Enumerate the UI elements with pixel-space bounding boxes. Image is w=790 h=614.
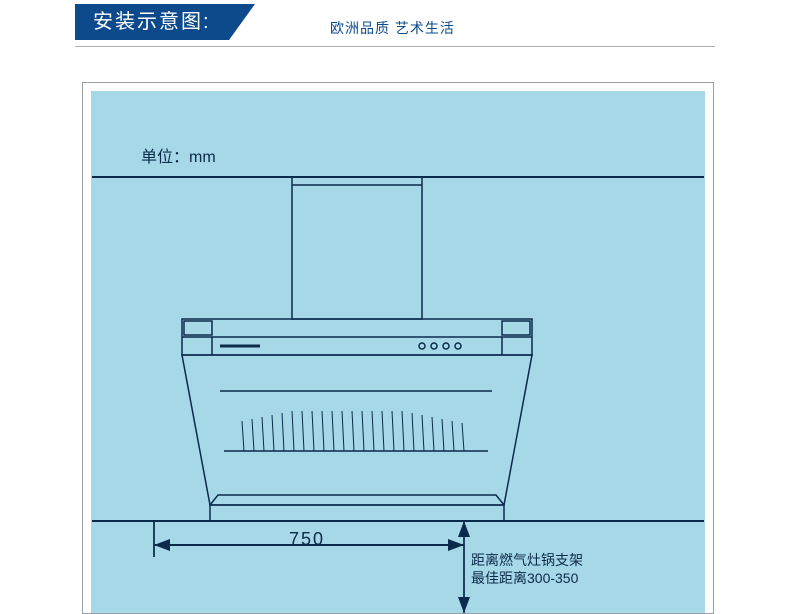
clearance-note: 距离燃气灶锅支架 最佳距离300-350 bbox=[471, 551, 583, 587]
title-text: 安装示意图: bbox=[75, 4, 229, 40]
note-line2: 最佳距离300-350 bbox=[471, 569, 583, 587]
header: 安装示意图: 欧洲品质 艺术生活 bbox=[0, 4, 790, 40]
hood-base bbox=[210, 505, 504, 521]
clearance-dimension bbox=[458, 521, 470, 613]
tagline-text: 欧洲品质 艺术生活 bbox=[330, 18, 455, 38]
chimney bbox=[292, 177, 422, 319]
title-banner: 安装示意图: bbox=[75, 4, 255, 40]
header-underline bbox=[75, 44, 715, 47]
hood-glass bbox=[182, 355, 532, 505]
page-root: 安装示意图: 欧洲品质 艺术生活 单位：mm bbox=[0, 0, 790, 614]
diagram-svg bbox=[91, 91, 705, 613]
diagram-frame: 单位：mm bbox=[82, 82, 714, 614]
banner-triangle bbox=[229, 4, 255, 40]
diagram-panel: 单位：mm bbox=[91, 91, 705, 613]
note-line1: 距离燃气灶锅支架 bbox=[471, 551, 583, 569]
width-value: 750 bbox=[289, 529, 325, 550]
